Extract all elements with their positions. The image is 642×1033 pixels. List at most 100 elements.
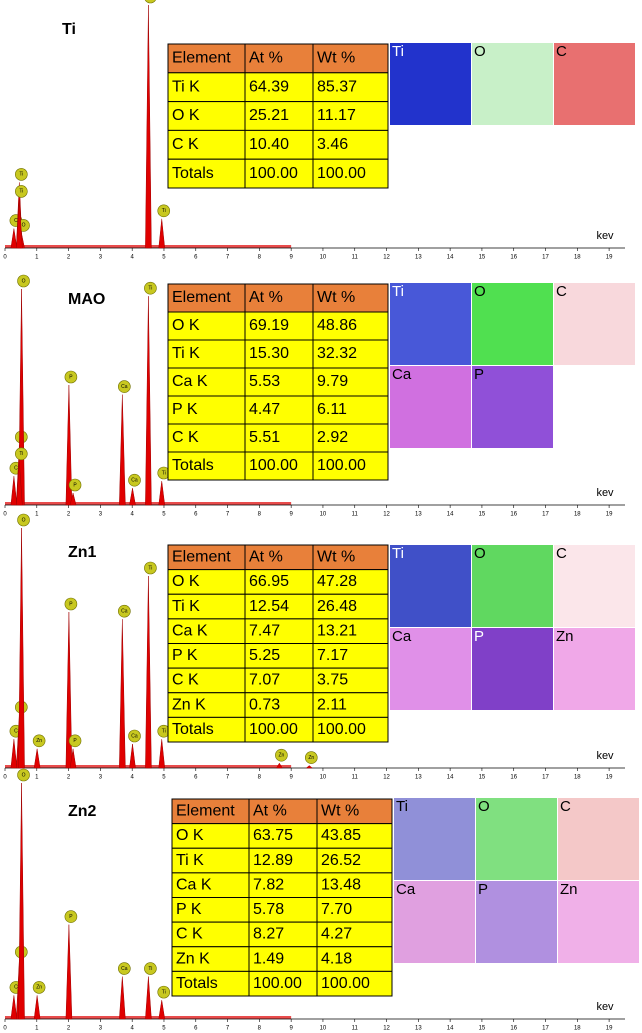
x-tick-label: 0	[3, 1026, 7, 1032]
x-tick-label: 10	[320, 512, 327, 518]
table-text: Zn K	[172, 696, 206, 713]
table-cell	[316, 897, 393, 923]
peak	[18, 527, 25, 769]
peak	[69, 748, 77, 769]
table-text: 7.07	[249, 672, 280, 689]
peak-marker	[64, 370, 78, 384]
table-text: Totals	[176, 975, 218, 992]
table-text: Ti K	[176, 852, 204, 869]
table-text: Ti K	[172, 78, 200, 95]
peak-marker	[144, 0, 156, 4]
table-text: 4.27	[321, 926, 352, 943]
peak-label: Ca	[131, 478, 138, 484]
x-tick-label: 7	[226, 512, 230, 518]
table-text: O K	[172, 317, 200, 334]
table-text: 13.21	[317, 622, 357, 639]
element-map	[476, 881, 557, 963]
table-text: C K	[172, 429, 199, 446]
x-tick-label: 5	[162, 1026, 166, 1032]
x-tick-label: 12	[383, 775, 390, 781]
peak-marker	[275, 748, 288, 762]
peak-label: Zn	[308, 755, 314, 761]
table-cell	[244, 101, 314, 131]
x-tick-label: 14	[447, 255, 454, 261]
x-tick-label: 8	[258, 255, 262, 261]
table-cell	[312, 367, 389, 397]
x-axis-label: kev	[596, 1001, 614, 1013]
table-text: 15.30	[249, 345, 289, 362]
x-tick-label: 2	[67, 1026, 71, 1032]
table-cell	[167, 339, 246, 369]
peak-label: O	[22, 772, 26, 778]
peak	[145, 296, 152, 506]
peak-label: Ti	[148, 286, 152, 292]
peak-marker	[144, 561, 157, 575]
table-text: Totals	[172, 721, 214, 738]
element-map	[390, 545, 471, 627]
peak-marker	[32, 981, 46, 994]
x-tick-label: 3	[99, 1026, 103, 1032]
table-text: O K	[172, 107, 200, 124]
table-cell	[244, 311, 314, 341]
table-cell	[171, 847, 250, 874]
table-cell	[167, 367, 246, 397]
peak	[69, 492, 77, 506]
peak	[10, 739, 18, 769]
peak	[275, 762, 283, 769]
x-tick-label: 17	[542, 512, 549, 518]
table-text: 26.48	[317, 598, 357, 615]
table-text: 5.78	[253, 901, 284, 918]
peak	[65, 611, 73, 769]
table-text: 64.39	[249, 78, 289, 95]
table-cell	[312, 283, 389, 313]
table-text: 0.73	[249, 696, 280, 713]
table-text: 10.40	[249, 136, 289, 153]
peak-label: Ti	[162, 208, 166, 214]
table-cell	[244, 451, 314, 481]
peak-label: C	[14, 466, 18, 472]
table-cell	[312, 451, 389, 481]
peak-label: O	[22, 223, 26, 229]
table-text: 3.46	[317, 136, 348, 153]
peak-label: Ti	[19, 172, 23, 178]
x-tick-label: 17	[542, 775, 549, 781]
peak	[10, 995, 18, 1020]
x-tick-label: 15	[479, 1026, 486, 1032]
x-tick-label: 13	[415, 255, 422, 261]
table-text: 2.11	[317, 696, 347, 713]
x-tick-label: 15	[479, 512, 486, 518]
x-tick-label: 15	[479, 775, 486, 781]
table-cell	[312, 43, 389, 74]
table-cell	[167, 283, 246, 313]
table-text: 5.53	[249, 373, 280, 390]
element-map	[472, 43, 553, 125]
peak-label: P	[73, 482, 77, 488]
element-map	[390, 43, 471, 125]
table-cell	[244, 569, 314, 595]
peak-marker	[68, 734, 82, 748]
x-tick-label: 10	[320, 1026, 327, 1032]
table-cell	[244, 423, 314, 453]
table-text: P K	[172, 647, 198, 664]
x-tick-label: 2	[67, 775, 71, 781]
peak	[33, 995, 41, 1020]
x-tick-label: 3	[99, 512, 103, 518]
peak	[65, 384, 73, 506]
table-text: 100.00	[317, 721, 366, 738]
map-label: Ca	[392, 628, 412, 645]
peak	[129, 488, 136, 506]
x-tick-label: 11	[352, 512, 359, 518]
element-map	[554, 43, 635, 125]
table-cell	[244, 129, 314, 160]
map-label: Ti	[392, 43, 404, 60]
peak-marker	[118, 604, 131, 618]
x-tick-label: 16	[510, 1026, 517, 1032]
element-map	[554, 628, 635, 710]
peak	[158, 1000, 166, 1020]
table-cell	[244, 716, 314, 743]
table-text: 100.00	[249, 721, 298, 738]
element-map	[390, 366, 471, 448]
table-text: 7.82	[253, 876, 284, 893]
element-map	[394, 881, 475, 963]
table-cell	[312, 129, 389, 160]
